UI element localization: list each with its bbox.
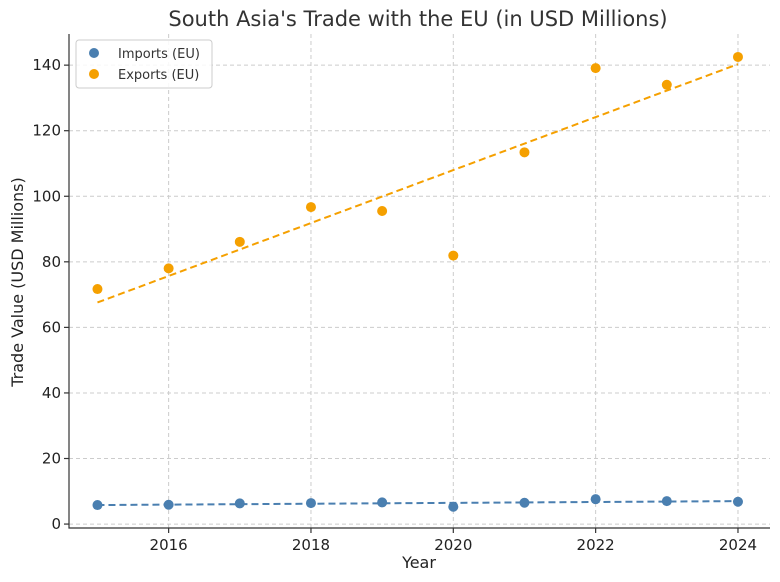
ticks: 2016 2018 2020 2022 2024 0 20 40 60 80 100 120 140 [32, 56, 757, 554]
y-tick-label: 100 [32, 187, 61, 205]
trendlines [97, 63, 739, 507]
exports-point [448, 250, 459, 261]
data-points [92, 51, 743, 512]
exports-point [732, 51, 743, 62]
imports-point [661, 496, 672, 507]
trendline-imports [97, 500, 738, 507]
exports-point [163, 263, 174, 274]
imports-point [92, 500, 103, 511]
exports-point [377, 206, 388, 217]
legend: Imports (EU) Exports (EU) [75, 39, 213, 89]
grid-lines [69, 34, 770, 528]
legend-marker [89, 69, 99, 79]
chart-title: South Asia's Trade with the EU (in USD M… [168, 7, 667, 31]
y-tick-label: 0 [51, 515, 61, 533]
y-axis-label: Trade Value (USD Millions) [8, 177, 27, 388]
exports-point [519, 147, 530, 158]
legend-marker [89, 48, 99, 58]
x-axis-label: Year [401, 553, 436, 572]
y-tick-label: 40 [42, 384, 61, 402]
imports-point [448, 501, 459, 512]
legend-items: Imports (EU) Exports (EU) [89, 47, 200, 83]
y-tick-label: 140 [32, 56, 61, 74]
x-tick-label: 2022 [577, 536, 615, 554]
exports-point [661, 79, 672, 90]
imports-point [519, 497, 530, 508]
trendline-exports [97, 63, 739, 304]
exports-point [590, 63, 601, 74]
legend-label: Imports (EU) [118, 47, 200, 62]
imports-point [377, 497, 388, 508]
x-tick-label: 2020 [434, 536, 472, 554]
exports-point [305, 202, 316, 213]
y-tick-label: 60 [42, 318, 61, 336]
imports-point [732, 496, 743, 507]
x-tick-label: 2016 [150, 536, 188, 554]
exports-point [92, 284, 103, 295]
legend-box [75, 39, 213, 89]
imports-point [305, 498, 316, 509]
x-tick-label: 2018 [292, 536, 330, 554]
axes [68, 34, 770, 529]
y-tick-label: 120 [32, 122, 61, 140]
exports-point [234, 236, 245, 247]
imports-point [234, 498, 245, 509]
x-tick-label: 2024 [719, 536, 757, 554]
y-tick-label: 80 [42, 253, 61, 271]
imports-point [163, 499, 174, 510]
legend-label: Exports (EU) [118, 68, 199, 83]
axes-frame [68, 34, 770, 529]
imports-point [590, 494, 601, 505]
y-tick-label: 20 [42, 450, 61, 468]
